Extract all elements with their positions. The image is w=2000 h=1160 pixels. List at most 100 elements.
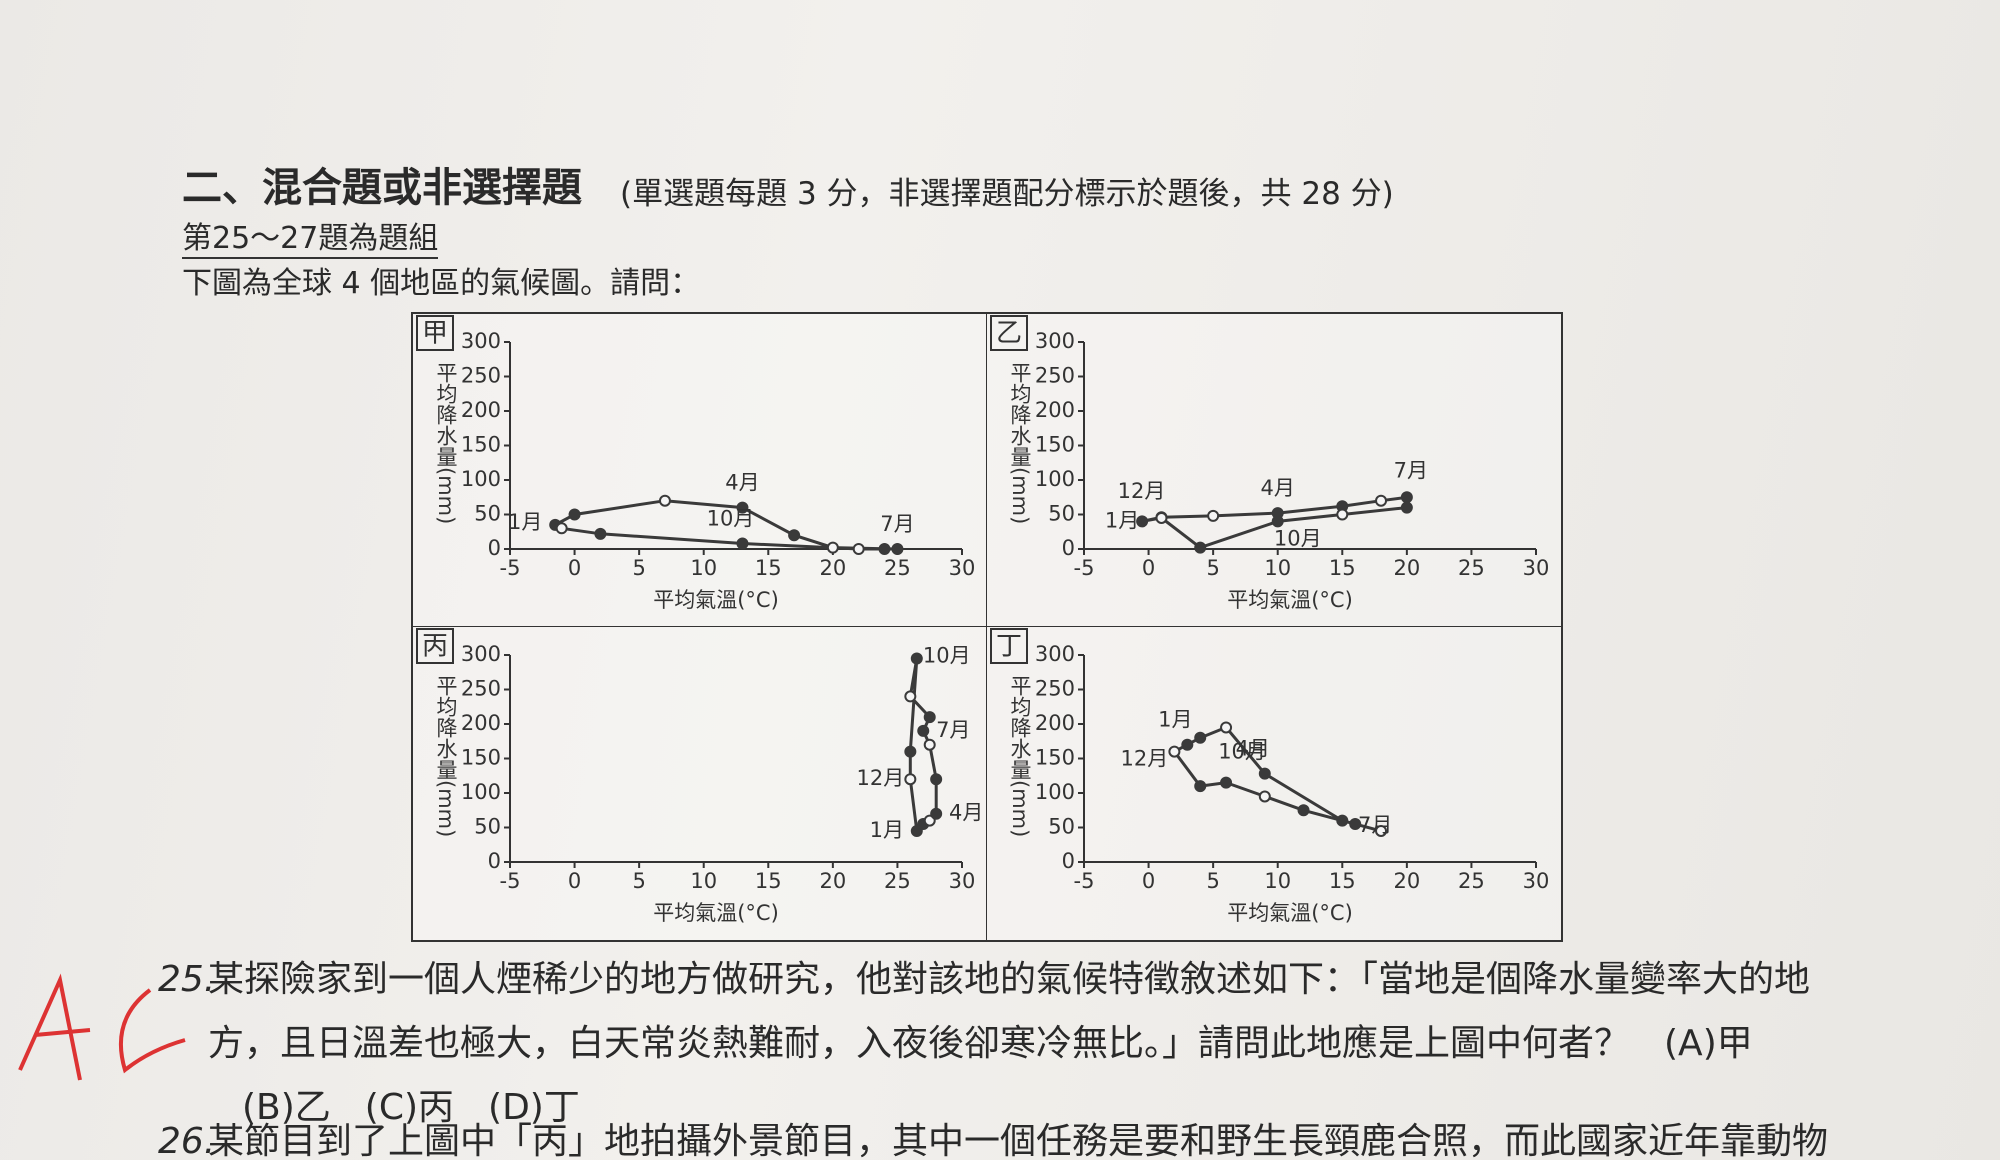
x-axis-label: 平均氣溫(°C) — [1227, 901, 1353, 925]
y-tick-label: 150 — [1035, 746, 1075, 770]
y-tick-label: 200 — [461, 711, 501, 735]
panel-label-box — [990, 628, 1028, 664]
y-tick-label: 300 — [1035, 329, 1075, 353]
x-tick-label: 25 — [1458, 869, 1485, 893]
y-tick-label: 50 — [474, 815, 501, 839]
month-point — [852, 543, 865, 555]
month-annotation: 7月 — [1358, 813, 1392, 837]
question-text: 某探險家到一個人煙稀少的地方做研究，他對該地的氣候特徵敘述如下：「當地是個降水量… — [208, 959, 1811, 1064]
y-tick-label: 300 — [1035, 642, 1075, 666]
y-tick-label: 200 — [461, 398, 501, 422]
y-axis-label: 平均降水量(mm) — [434, 362, 458, 524]
month-point — [930, 807, 943, 820]
y-tick-label: 250 — [461, 364, 501, 388]
month-point — [1181, 738, 1194, 751]
panel-label-box — [990, 315, 1028, 351]
month-point — [1194, 541, 1207, 554]
panel-label-box — [416, 315, 454, 351]
panel-label: 丙 — [422, 632, 448, 662]
y-tick-label: 150 — [461, 746, 501, 770]
month-point — [1400, 491, 1413, 504]
y-tick-label: 0 — [488, 849, 501, 873]
x-axis-label: 平均氣溫(°C) — [653, 588, 779, 612]
x-tick-label: 15 — [1329, 869, 1356, 893]
y-tick-label: 100 — [461, 467, 501, 491]
month-point — [1297, 804, 1310, 817]
x-tick-label: 10 — [1264, 869, 1291, 893]
y-tick-label: 250 — [461, 677, 501, 701]
question-number: 25. — [158, 959, 216, 1000]
intro: 下圖為全球 4 個地區的氣候圖。請問： — [182, 266, 701, 301]
x-tick-label: -5 — [500, 556, 521, 580]
month-point — [923, 711, 936, 724]
month-point — [1336, 814, 1349, 827]
x-tick-label: 5 — [1206, 556, 1219, 580]
month-point — [1258, 767, 1271, 780]
month-point — [736, 501, 749, 514]
red-ink — [18, 973, 186, 1081]
y-tick-label: 300 — [461, 642, 501, 666]
x-tick-label: 10 — [1264, 556, 1291, 580]
month-annotation: 4月 — [725, 471, 759, 495]
x-tick-label: 30 — [949, 556, 976, 580]
y-tick-label: 0 — [1062, 536, 1075, 560]
month-point — [904, 773, 917, 786]
month-point — [1375, 824, 1388, 837]
y-tick-label: 150 — [461, 433, 501, 457]
month-annotation: 10月 — [1274, 526, 1322, 550]
option: (B)乙 — [242, 1087, 331, 1128]
panel-label-box — [416, 628, 454, 664]
y-tick-label: 200 — [1035, 398, 1075, 422]
y-axis-label: 平均降水量(mm) — [1008, 362, 1032, 524]
month-point — [1220, 721, 1233, 734]
handwritten-mark — [18, 973, 186, 1081]
month-point — [891, 543, 904, 555]
month-annotation: 4月 — [1261, 476, 1295, 500]
y-tick-label: 50 — [1048, 502, 1075, 526]
y-tick-label: 100 — [1035, 780, 1075, 804]
month-point — [1194, 780, 1207, 793]
panel-label: 乙 — [996, 319, 1022, 349]
month-point — [917, 724, 930, 737]
month-point — [1271, 515, 1284, 528]
y-tick-label: 0 — [488, 536, 501, 560]
x-tick-label: 25 — [1458, 556, 1485, 580]
month-point — [594, 527, 607, 540]
month-point — [555, 522, 568, 535]
month-point — [910, 652, 923, 665]
y-tick-label: 200 — [1035, 711, 1075, 735]
month-annotation: 4月 — [949, 801, 983, 825]
month-annotation: 7月 — [936, 718, 970, 742]
month-point — [1155, 511, 1168, 524]
y-axis-label: 平均降水量(mm) — [434, 675, 458, 837]
x-tick-label: 20 — [819, 556, 846, 580]
panel-label: 丁 — [996, 632, 1022, 662]
x-tick-label: 30 — [1523, 556, 1550, 580]
option: (C)丙 — [364, 1087, 455, 1128]
month-annotation: 7月 — [1394, 458, 1428, 482]
month-point — [1220, 776, 1233, 789]
y-tick-label: 0 — [1062, 849, 1075, 873]
x-tick-label: 10 — [690, 556, 717, 580]
x-tick-label: 15 — [755, 869, 782, 893]
y-tick-label: 250 — [1035, 677, 1075, 701]
chart-grid: 甲 0 50 100 150 200 250 300 -5 0 5 10 15 20 25 30 平均氣溫(°C… — [411, 312, 1563, 942]
x-tick-label: 5 — [632, 869, 645, 893]
x-tick-label: 25 — [884, 869, 911, 893]
climate-loop — [1172, 725, 1382, 833]
x-tick-label: 0 — [568, 869, 581, 893]
month-annotation: 1月 — [508, 510, 542, 534]
x-tick-label: 15 — [1329, 556, 1356, 580]
x-tick-label: 0 — [1142, 556, 1155, 580]
y-tick-label: 100 — [1035, 467, 1075, 491]
month-point — [658, 494, 671, 507]
x-tick-label: 0 — [568, 556, 581, 580]
month-annotation: 12月 — [1118, 479, 1166, 503]
question-text: 某節目到了上圖中「丙」地拍攝外景節目，其中一個任務是要和野生長頸鹿合照，而此國家… — [208, 1121, 1829, 1160]
x-tick-label: 15 — [755, 556, 782, 580]
x-axis-label: 平均氣溫(°C) — [653, 901, 779, 925]
month-point — [1400, 501, 1413, 514]
x-tick-label: 25 — [884, 556, 911, 580]
month-point — [930, 773, 943, 786]
